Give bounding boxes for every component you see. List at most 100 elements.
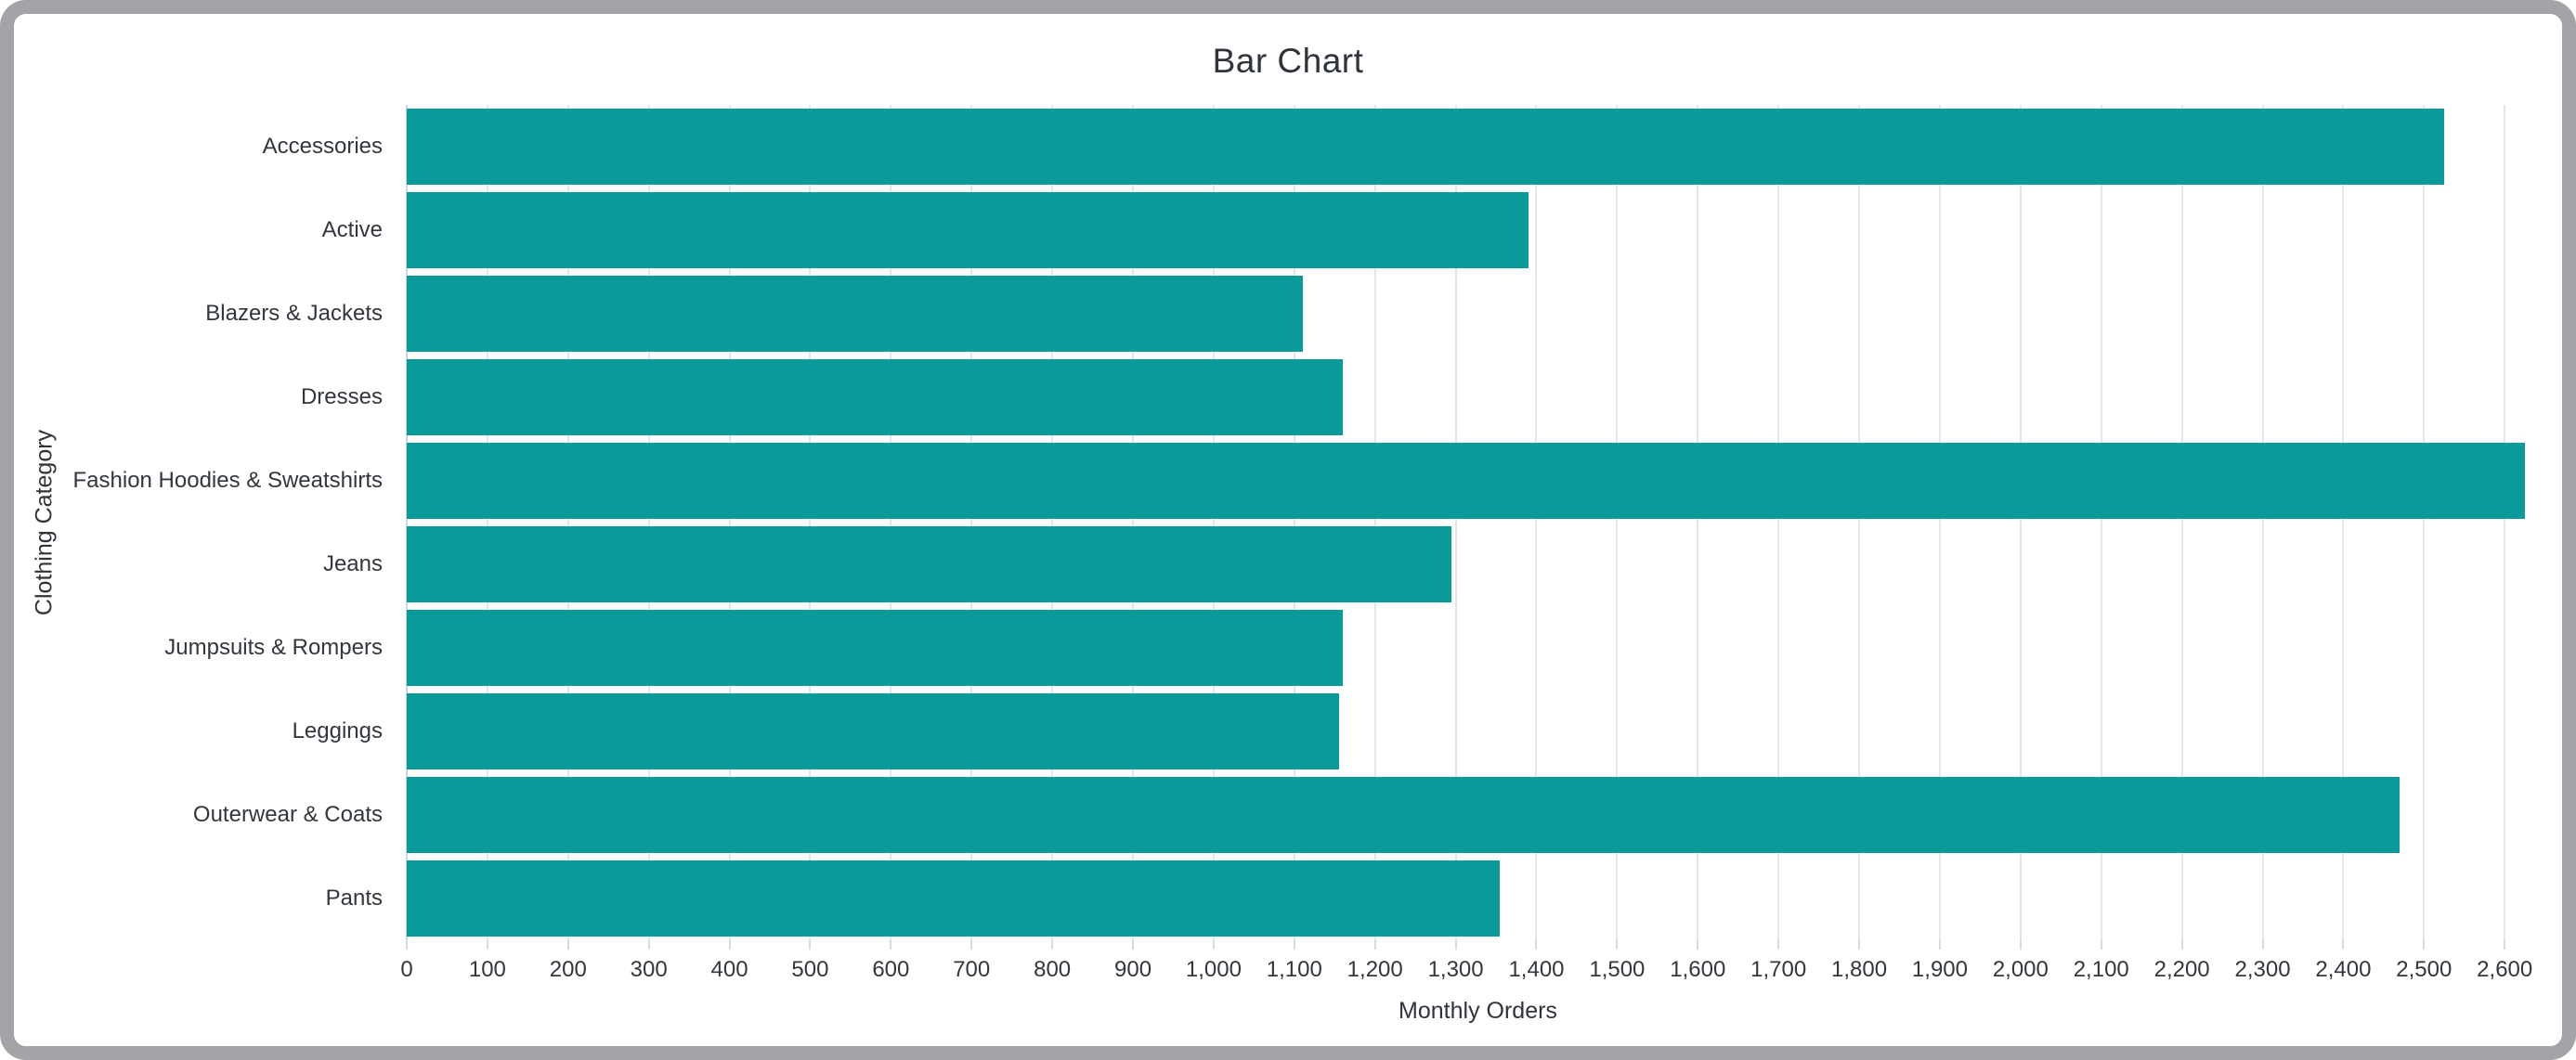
x-tick-label: 800 bbox=[1034, 957, 1072, 982]
x-tick-mark bbox=[970, 940, 973, 950]
gridline bbox=[1454, 105, 1457, 940]
gridline bbox=[1293, 105, 1295, 940]
x-tick-mark bbox=[1858, 940, 1861, 950]
chart-title: Bar Chart bbox=[1212, 42, 1364, 80]
bar-leggings[interactable] bbox=[407, 693, 1339, 769]
gridline bbox=[566, 105, 569, 940]
bar-active[interactable] bbox=[407, 192, 1529, 268]
y-label-accessories: Accessories bbox=[262, 134, 383, 159]
y-label-fashion-hoodies-and-sweatshirts: Fashion Hoodies & Sweatshirts bbox=[72, 468, 384, 493]
x-tick-mark bbox=[647, 940, 650, 950]
gridline bbox=[1212, 105, 1215, 940]
x-tick-mark bbox=[406, 940, 408, 950]
x-tick-mark bbox=[1293, 940, 1295, 950]
gridline bbox=[1777, 105, 1780, 940]
bar-fashion-hoodies-and-sweatshirts[interactable] bbox=[407, 443, 2525, 519]
x-tick-mark bbox=[1616, 940, 1619, 950]
bar-accessories[interactable] bbox=[407, 109, 2445, 185]
y-label-jeans: Jeans bbox=[322, 551, 383, 576]
x-tick-label: 700 bbox=[953, 957, 991, 982]
bar-blazers-and-jackets[interactable] bbox=[407, 276, 1303, 352]
gridline bbox=[1938, 105, 1941, 940]
x-tick-mark bbox=[1212, 940, 1215, 950]
bar-jeans[interactable] bbox=[407, 526, 1452, 602]
x-tick-mark bbox=[2423, 940, 2426, 950]
gridline bbox=[2261, 105, 2264, 940]
x-tick-label: 300 bbox=[630, 957, 668, 982]
gridline bbox=[1697, 105, 1699, 940]
y-label-outerwear-and-coats: Outerwear & Coats bbox=[192, 802, 383, 827]
x-tick-mark bbox=[1132, 940, 1135, 950]
x-tick-mark bbox=[1051, 940, 1054, 950]
x-tick-mark bbox=[486, 940, 488, 950]
x-tick-label: 2,300 bbox=[2234, 957, 2291, 982]
gridline bbox=[1051, 105, 1054, 940]
x-tick-label: 500 bbox=[791, 957, 829, 982]
x-tick-mark bbox=[1454, 940, 1457, 950]
gridline bbox=[2423, 105, 2426, 940]
gridline bbox=[1132, 105, 1135, 940]
x-tick-mark bbox=[2261, 940, 2264, 950]
x-tick-label: 1,000 bbox=[1185, 957, 1242, 982]
x-tick-label: 1,200 bbox=[1347, 957, 1403, 982]
x-axis-zeroline bbox=[406, 105, 408, 940]
x-tick-label: 0 bbox=[400, 957, 413, 982]
y-label-dresses: Dresses bbox=[300, 384, 383, 409]
x-tick-label: 2,100 bbox=[2073, 957, 2129, 982]
x-tick-label: 1,700 bbox=[1750, 957, 1807, 982]
x-tick-label: 900 bbox=[1114, 957, 1152, 982]
x-tick-mark bbox=[1373, 940, 1376, 950]
y-label-blazers-and-jackets: Blazers & Jackets bbox=[205, 301, 383, 326]
gridline bbox=[1858, 105, 1861, 940]
gridline bbox=[2100, 105, 2102, 940]
x-tick-mark bbox=[1697, 940, 1699, 950]
gridline bbox=[2504, 105, 2506, 940]
y-label-pants: Pants bbox=[325, 885, 383, 911]
x-tick-mark bbox=[1777, 940, 1780, 950]
x-tick-mark bbox=[2019, 940, 2022, 950]
gridline bbox=[2180, 105, 2183, 940]
x-tick-label: 2,600 bbox=[2477, 957, 2533, 982]
gridline bbox=[970, 105, 973, 940]
bar-outerwear-and-coats[interactable] bbox=[407, 777, 2400, 853]
y-label-jumpsuits-and-rompers: Jumpsuits & Rompers bbox=[164, 635, 383, 660]
y-label-leggings: Leggings bbox=[292, 718, 383, 743]
x-tick-mark bbox=[2180, 940, 2183, 950]
x-tick-label: 2,500 bbox=[2396, 957, 2452, 982]
bar-jumpsuits-and-rompers[interactable] bbox=[407, 610, 1343, 686]
gridline bbox=[1535, 105, 1538, 940]
x-axis-title: Monthly Orders bbox=[1399, 998, 1557, 1024]
gridline bbox=[1373, 105, 1376, 940]
bar-pants[interactable] bbox=[407, 860, 1501, 937]
x-tick-label: 1,800 bbox=[1831, 957, 1888, 982]
gridline bbox=[486, 105, 488, 940]
gridline bbox=[647, 105, 650, 940]
bar-dresses[interactable] bbox=[407, 359, 1343, 435]
y-axis-title: Clothing Category bbox=[31, 429, 58, 616]
x-tick-label: 200 bbox=[549, 957, 587, 982]
x-tick-label: 1,500 bbox=[1589, 957, 1646, 982]
x-tick-label: 600 bbox=[872, 957, 910, 982]
x-tick-label: 1,300 bbox=[1427, 957, 1484, 982]
gridline bbox=[809, 105, 812, 940]
x-tick-mark bbox=[566, 940, 569, 950]
x-tick-label: 100 bbox=[468, 957, 506, 982]
x-tick-label: 2,000 bbox=[1992, 957, 2049, 982]
y-label-active: Active bbox=[321, 217, 383, 242]
x-tick-label: 1,100 bbox=[1266, 957, 1322, 982]
x-tick-mark bbox=[1938, 940, 1941, 950]
gridline bbox=[1616, 105, 1619, 940]
plot-area: 0 100 200 300 400 500 600 700 800 900 1,000 1,100 1,… bbox=[400, 105, 2549, 982]
x-tick-label: 2,200 bbox=[2153, 957, 2210, 982]
x-tick-mark bbox=[1535, 940, 1538, 950]
x-tick-mark bbox=[2504, 940, 2506, 950]
x-tick-mark bbox=[890, 940, 892, 950]
x-tick-mark bbox=[2100, 940, 2102, 950]
x-tick-mark bbox=[728, 940, 731, 950]
x-tick-label: 1,900 bbox=[1911, 957, 1968, 982]
gridline bbox=[2019, 105, 2022, 940]
x-tick-label: 1,400 bbox=[1508, 957, 1565, 982]
x-tick-mark bbox=[809, 940, 812, 950]
gridline bbox=[890, 105, 892, 940]
